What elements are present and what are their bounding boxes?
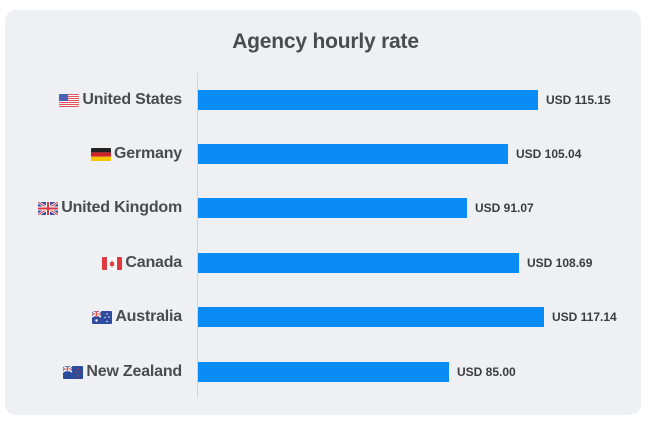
nz-flag-icon [63, 365, 84, 379]
value-label: USD 105.04 [516, 147, 582, 161]
country-label: Australia [92, 307, 182, 327]
country-name: United Kingdom [61, 199, 182, 216]
country-label: United Kingdom [38, 198, 182, 218]
value-label: USD 85.00 [457, 365, 516, 379]
country-name: Germany [114, 145, 182, 162]
bar [198, 307, 544, 327]
value-label: USD 108.69 [527, 256, 593, 270]
country-name: United States [82, 91, 182, 108]
bar-row: Canada USD 108.69 [0, 253, 651, 273]
country-label: Germany [91, 144, 182, 164]
value-label: USD 91.07 [475, 201, 534, 215]
bar [198, 253, 519, 273]
us-flag-icon [59, 93, 80, 107]
country-name: Canada [125, 254, 182, 271]
bar [198, 362, 449, 382]
country-name: New Zealand [86, 363, 182, 380]
bar-row: Australia USD 117.14 [0, 307, 651, 327]
chart-title: Agency hourly rate [232, 30, 419, 53]
au-flag-icon [92, 310, 113, 324]
bar [198, 144, 508, 164]
y-axis-line [197, 73, 198, 398]
bar-row: United States USD 115.15 [0, 90, 651, 110]
gb-flag-icon [38, 201, 59, 215]
country-label: United States [59, 90, 182, 110]
ca-flag-icon [102, 256, 123, 270]
bar-row: United Kingdom USD 91.07 [0, 198, 651, 218]
value-label: USD 117.14 [552, 310, 617, 324]
bar [198, 198, 467, 218]
bar-row: Germany USD 105.04 [0, 144, 651, 164]
de-flag-icon [91, 147, 112, 161]
country-label: Canada [102, 253, 182, 273]
bar [198, 90, 538, 110]
country-label: New Zealand [63, 362, 182, 382]
bar-row: New Zealand USD 85.00 [0, 362, 651, 382]
country-name: Australia [115, 308, 182, 325]
value-label: USD 115.15 [546, 93, 611, 107]
